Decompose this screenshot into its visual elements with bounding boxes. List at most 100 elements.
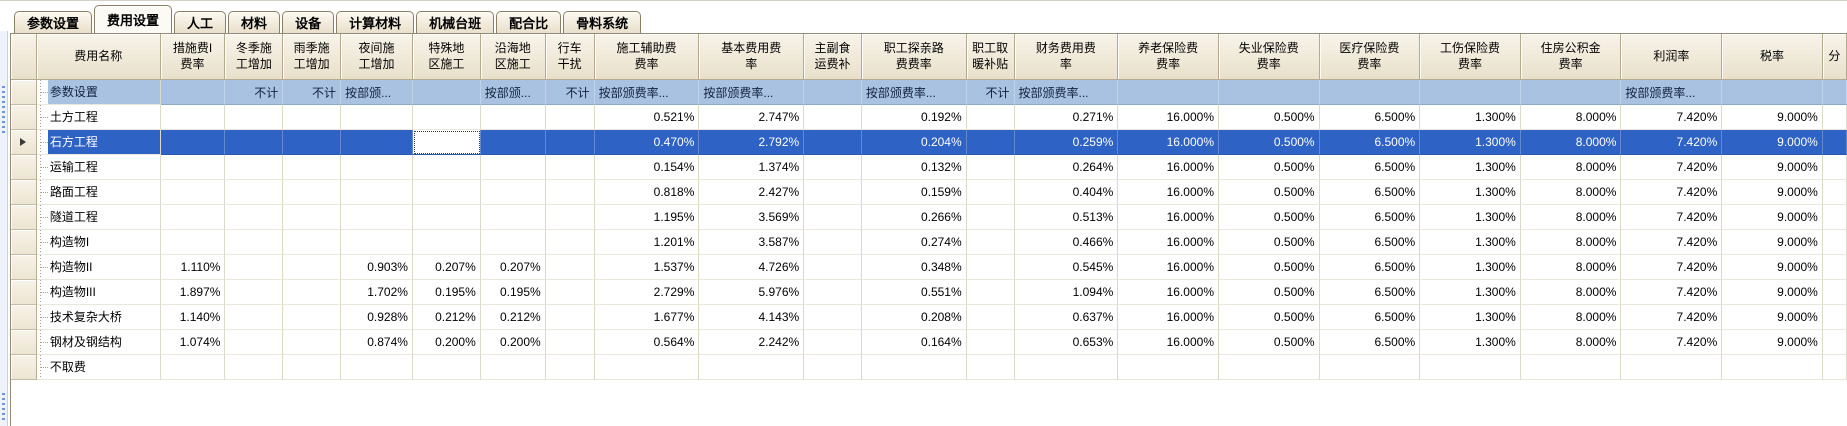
cell-rainy-season-construction[interactable] <box>283 280 342 305</box>
cell-family-visit-fee-rate[interactable]: 0.348% <box>861 255 967 280</box>
cell-profit-rate[interactable]: 7.420% <box>1621 180 1723 205</box>
cell-special-area-construction[interactable] <box>412 105 481 130</box>
cell-tax-rate[interactable]: 9.000% <box>1722 180 1823 205</box>
cell-financial-fee-rate[interactable]: 0.271% <box>1014 105 1119 130</box>
row-selector[interactable] <box>11 280 37 305</box>
cell-measure-fee-1-rate[interactable] <box>160 130 226 155</box>
cell-housing-fund-rate[interactable]: 8.000% <box>1520 280 1622 305</box>
cell-work-injury-insurance-rate[interactable]: 1.300% <box>1420 105 1521 130</box>
column-header-fee-name[interactable]: 费用名称 <box>36 34 161 80</box>
tab-8[interactable]: 配合比 <box>496 11 562 33</box>
cell-tax-rate[interactable]: 9.000% <box>1722 255 1823 280</box>
cell-medical-insurance-rate[interactable]: 6.500% <box>1319 130 1421 155</box>
row-selector[interactable] <box>11 305 37 330</box>
cell-coastal-area-construction[interactable] <box>480 355 546 380</box>
column-header-housing-fund-rate[interactable]: 住房公积金 费率 <box>1520 34 1622 80</box>
cell-basic-fee-rate[interactable] <box>699 355 805 380</box>
cell-fee-name[interactable]: 路面工程 <box>36 180 161 205</box>
column-header-traffic-interference[interactable]: 行车 干扰 <box>545 34 595 80</box>
cell-tax-rate[interactable] <box>1722 355 1823 380</box>
cell-food-transport-subsidy[interactable] <box>804 80 862 105</box>
cell-food-transport-subsidy[interactable] <box>804 355 862 380</box>
cell-fee-name[interactable]: 石方工程 <box>36 130 161 155</box>
cell-heating-subsidy[interactable] <box>966 130 1015 155</box>
row-selector[interactable] <box>11 230 37 255</box>
cell-family-visit-fee-rate[interactable]: 按部颁费率... <box>861 80 967 105</box>
cell-special-area-construction[interactable] <box>412 230 481 255</box>
cell-medical-insurance-rate[interactable]: 6.500% <box>1319 155 1421 180</box>
cell-unemployment-insurance-rate[interactable]: 0.500% <box>1218 305 1320 330</box>
cell-heating-subsidy[interactable] <box>966 305 1015 330</box>
cell-traffic-interference[interactable] <box>545 155 595 180</box>
cell-auxiliary-fee-rate[interactable]: 1.201% <box>594 230 700 255</box>
cell-traffic-interference[interactable] <box>545 105 595 130</box>
cell-coastal-area-construction[interactable]: 0.212% <box>480 305 546 330</box>
column-header-pension-insurance-rate[interactable]: 养老保险费 费率 <box>1118 34 1219 80</box>
cell-food-transport-subsidy[interactable] <box>804 155 862 180</box>
cell-housing-fund-rate[interactable] <box>1520 355 1622 380</box>
cell-financial-fee-rate[interactable]: 0.653% <box>1014 330 1119 355</box>
cell-housing-fund-rate[interactable]: 8.000% <box>1520 330 1622 355</box>
cell-night-construction[interactable]: 0.903% <box>341 255 413 280</box>
cell-financial-fee-rate[interactable]: 0.404% <box>1014 180 1119 205</box>
cell-rainy-season-construction[interactable] <box>283 155 342 180</box>
cell-unemployment-insurance-rate[interactable]: 0.500% <box>1218 105 1320 130</box>
cell-financial-fee-rate[interactable]: 0.264% <box>1014 155 1119 180</box>
cell-coastal-area-construction[interactable] <box>480 180 546 205</box>
cell-partial-next-col[interactable] <box>1822 105 1847 130</box>
cell-financial-fee-rate[interactable]: 0.545% <box>1014 255 1119 280</box>
cell-auxiliary-fee-rate[interactable]: 1.537% <box>594 255 700 280</box>
cell-fee-name[interactable]: 不取费 <box>36 355 161 380</box>
cell-heating-subsidy[interactable] <box>966 255 1015 280</box>
cell-measure-fee-1-rate[interactable] <box>160 155 226 180</box>
cell-basic-fee-rate[interactable]: 2.792% <box>699 130 805 155</box>
cell-rainy-season-construction[interactable] <box>283 105 342 130</box>
cell-profit-rate[interactable]: 7.420% <box>1621 330 1723 355</box>
cell-family-visit-fee-rate[interactable]: 0.208% <box>861 305 967 330</box>
cell-fee-name[interactable]: 隧道工程 <box>36 205 161 230</box>
cell-coastal-area-construction[interactable] <box>480 230 546 255</box>
cell-rainy-season-construction[interactable] <box>283 305 342 330</box>
column-header-family-visit-fee-rate[interactable]: 职工探亲路 费费率 <box>861 34 967 80</box>
cell-winter-construction[interactable] <box>225 255 284 280</box>
cell-partial-next-col[interactable] <box>1822 305 1847 330</box>
cell-pension-insurance-rate[interactable]: 16.000% <box>1118 105 1219 130</box>
tab-7[interactable]: 机械台班 <box>416 11 495 33</box>
cell-medical-insurance-rate[interactable]: 6.500% <box>1319 230 1421 255</box>
cell-basic-fee-rate[interactable]: 4.143% <box>699 305 805 330</box>
cell-fee-name[interactable]: 运输工程 <box>36 155 161 180</box>
cell-unemployment-insurance-rate[interactable] <box>1218 80 1320 105</box>
row-selector[interactable] <box>11 255 37 280</box>
cell-housing-fund-rate[interactable]: 8.000% <box>1520 305 1622 330</box>
cell-measure-fee-1-rate[interactable] <box>160 205 226 230</box>
cell-work-injury-insurance-rate[interactable]: 1.300% <box>1420 180 1521 205</box>
cell-traffic-interference[interactable] <box>545 130 595 155</box>
row-selector[interactable] <box>11 355 37 380</box>
cell-heating-subsidy[interactable] <box>966 155 1015 180</box>
cell-unemployment-insurance-rate[interactable]: 0.500% <box>1218 255 1320 280</box>
cell-medical-insurance-rate[interactable]: 6.500% <box>1319 330 1421 355</box>
cell-winter-construction[interactable]: 不计 <box>225 80 284 105</box>
cell-work-injury-insurance-rate[interactable]: 1.300% <box>1420 230 1521 255</box>
cell-winter-construction[interactable] <box>225 105 284 130</box>
cell-special-area-construction[interactable] <box>412 180 481 205</box>
cell-financial-fee-rate[interactable]: 0.259% <box>1014 130 1119 155</box>
cell-rainy-season-construction[interactable]: 不计 <box>283 80 342 105</box>
cell-family-visit-fee-rate[interactable]: 0.204% <box>861 130 967 155</box>
cell-heating-subsidy[interactable] <box>966 330 1015 355</box>
cell-work-injury-insurance-rate[interactable]: 1.300% <box>1420 305 1521 330</box>
cell-rainy-season-construction[interactable] <box>283 355 342 380</box>
cell-coastal-area-construction[interactable] <box>480 130 546 155</box>
row-selector[interactable] <box>11 205 37 230</box>
cell-partial-next-col[interactable] <box>1822 205 1847 230</box>
cell-partial-next-col[interactable] <box>1822 280 1847 305</box>
cell-food-transport-subsidy[interactable] <box>804 180 862 205</box>
cell-tax-rate[interactable]: 9.000% <box>1722 130 1823 155</box>
cell-auxiliary-fee-rate[interactable]: 2.729% <box>594 280 700 305</box>
cell-food-transport-subsidy[interactable] <box>804 130 862 155</box>
cell-family-visit-fee-rate[interactable]: 0.274% <box>861 230 967 255</box>
cell-tax-rate[interactable]: 9.000% <box>1722 155 1823 180</box>
cell-unemployment-insurance-rate[interactable]: 0.500% <box>1218 180 1320 205</box>
cell-unemployment-insurance-rate[interactable]: 0.500% <box>1218 130 1320 155</box>
cell-coastal-area-construction[interactable]: 0.207% <box>480 255 546 280</box>
